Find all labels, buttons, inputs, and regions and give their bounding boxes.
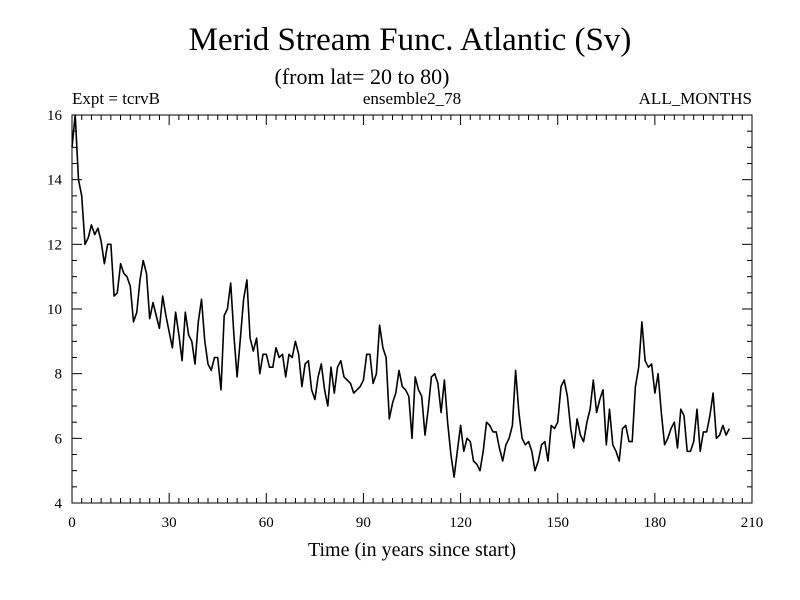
y-tick-label: 8 [55, 367, 63, 383]
y-tick-label: 14 [47, 173, 63, 189]
axis-tick-labels: 0 30 60 90 120 150 180 210 4 6 8 10 12 14 16 [47, 108, 763, 531]
header-center-label: ensemble2_78 [363, 89, 461, 108]
x-tick-label: 120 [449, 515, 472, 531]
y-tick-label: 4 [55, 496, 63, 512]
x-tick-label: 210 [741, 515, 764, 531]
y-tick-label: 16 [47, 108, 63, 124]
header-right-label: ALL_MONTHS [639, 89, 752, 108]
x-tick-label: 150 [546, 515, 569, 531]
series-line-ensemble2_78 [71, 114, 731, 478]
y-tick-label: 10 [47, 302, 62, 318]
y-tick-label: 6 [55, 431, 63, 447]
header-left-label: Expt = tcrvB [72, 89, 160, 108]
x-tick-label: 0 [68, 515, 76, 531]
y-tick-label: 12 [47, 237, 62, 253]
x-tick-label: 180 [644, 515, 667, 531]
plot-frame [71, 114, 753, 504]
x-axis-label: Time (in years since start) [308, 539, 516, 561]
axis-ticks [71, 114, 753, 504]
x-tick-label: 30 [162, 515, 177, 531]
chart-title: Merid Stream Func. Atlantic (Sv) [189, 22, 632, 58]
x-tick-label: 60 [259, 515, 274, 531]
chart-subtitle: (from lat= 20 to 80) [275, 64, 450, 89]
x-tick-label: 90 [356, 515, 371, 531]
